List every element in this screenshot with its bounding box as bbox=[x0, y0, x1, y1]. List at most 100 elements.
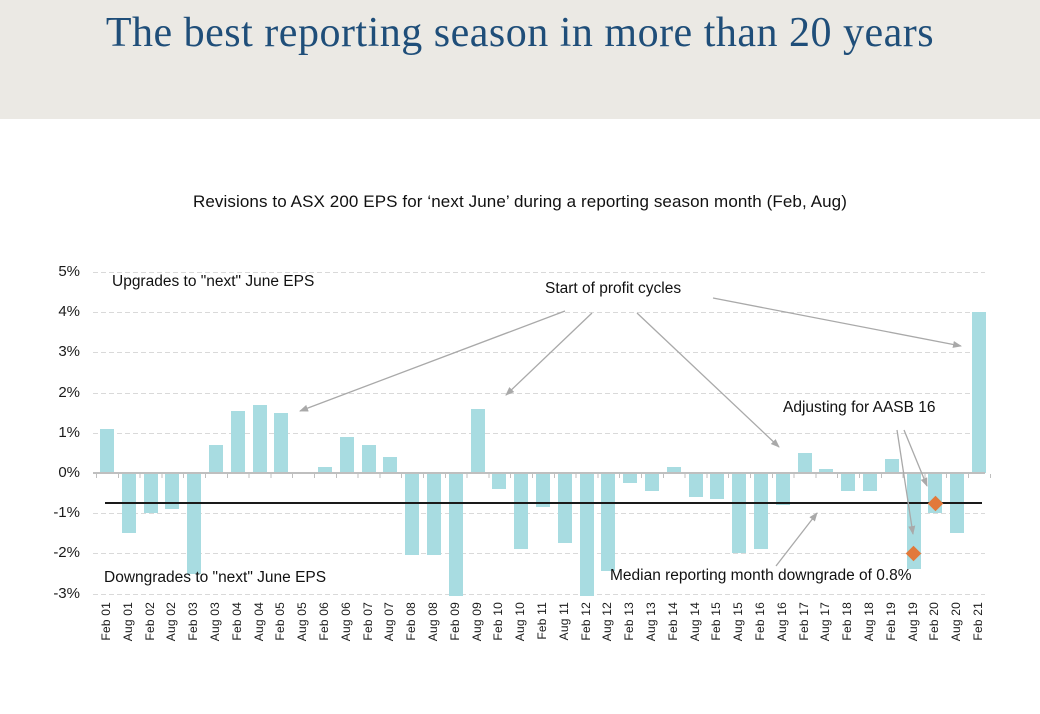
bar-feb-18 bbox=[841, 474, 856, 492]
annotation-arrow bbox=[636, 312, 780, 448]
bar-feb-04 bbox=[230, 410, 245, 473]
x-axis-label: Feb 04 bbox=[229, 602, 244, 641]
bar-aug-15 bbox=[732, 474, 747, 554]
annotation-profit-cycles: Start of profit cycles bbox=[545, 280, 682, 297]
bar-aug-08 bbox=[426, 474, 441, 556]
gridline--1% bbox=[93, 513, 985, 515]
x-axis-label: Feb 15 bbox=[709, 602, 724, 641]
x-axis-label: Feb 18 bbox=[840, 602, 855, 641]
bar-feb-08 bbox=[405, 474, 420, 556]
slide-title: The best reporting season in more than 2… bbox=[105, 10, 935, 56]
annotation-arrow bbox=[505, 312, 593, 396]
x-axis-label: Aug 04 bbox=[251, 602, 266, 642]
annotation-upgrades: Upgrades to "next" June EPS bbox=[112, 273, 315, 290]
x-axis-label: Aug 03 bbox=[207, 602, 222, 642]
bar-feb-21 bbox=[971, 312, 986, 473]
x-axis-label: Feb 06 bbox=[316, 602, 331, 641]
x-axis-label: Feb 08 bbox=[404, 602, 419, 641]
x-axis-label: Feb 12 bbox=[578, 602, 593, 641]
x-axis-label: Aug 07 bbox=[382, 602, 397, 642]
x-axis-ticks bbox=[96, 474, 991, 478]
bar-feb-12 bbox=[579, 474, 594, 596]
x-axis-label: Feb 05 bbox=[273, 602, 288, 641]
banner: The best reporting season in more than 2… bbox=[0, 0, 1040, 119]
y-axis-label: 3% bbox=[58, 343, 80, 361]
x-axis-label: Aug 12 bbox=[600, 602, 615, 642]
x-axis-label: Aug 18 bbox=[861, 602, 876, 642]
bar-feb-06 bbox=[317, 466, 332, 473]
x-axis-label: Feb 13 bbox=[622, 602, 637, 641]
y-axis-label: 4% bbox=[58, 303, 80, 321]
x-axis-label: Feb 09 bbox=[447, 602, 462, 641]
x-axis-label: Aug 10 bbox=[513, 602, 528, 642]
bar-aug-06 bbox=[339, 436, 354, 473]
bar-aug-17 bbox=[819, 468, 834, 473]
x-axis-label: Feb 21 bbox=[970, 602, 985, 641]
bar-aug-11 bbox=[557, 474, 572, 544]
bar-aug-12 bbox=[601, 474, 616, 572]
bar-aug-03 bbox=[208, 444, 223, 473]
x-axis-label: Feb 01 bbox=[98, 602, 113, 641]
x-axis-label: Aug 01 bbox=[120, 602, 135, 642]
bar-aug-18 bbox=[862, 474, 877, 492]
x-axis-label: Aug 13 bbox=[643, 602, 658, 642]
x-axis-label: Aug 19 bbox=[905, 602, 920, 642]
gridline--3% bbox=[93, 593, 985, 595]
gridline--2% bbox=[93, 553, 985, 555]
x-axis-label: Aug 05 bbox=[295, 602, 310, 642]
x-axis-label: Aug 15 bbox=[731, 602, 746, 642]
bar-feb-05 bbox=[274, 412, 289, 473]
y-axis-label: 2% bbox=[58, 383, 80, 401]
bar-feb-19 bbox=[884, 458, 899, 473]
bar-feb-13 bbox=[623, 474, 638, 484]
median-downgrade-line bbox=[105, 502, 982, 505]
annotation-arrow bbox=[775, 512, 818, 567]
bar-aug-07 bbox=[383, 456, 398, 473]
bar-feb-02 bbox=[143, 474, 158, 514]
y-axis-label: -1% bbox=[53, 504, 80, 522]
bar-feb-16 bbox=[753, 474, 768, 550]
chart-title: Revisions to ASX 200 EPS for ‘next June’… bbox=[192, 192, 848, 211]
y-axis-label: 0% bbox=[58, 464, 80, 481]
x-axis-label: Feb 17 bbox=[796, 602, 811, 641]
bar-feb-07 bbox=[361, 444, 376, 473]
x-axis-label: Feb 03 bbox=[186, 602, 201, 641]
bar-aug-02 bbox=[165, 474, 180, 510]
x-axis-label: Aug 16 bbox=[774, 602, 789, 642]
gridline-4% bbox=[93, 312, 985, 314]
bar-feb-03 bbox=[187, 474, 202, 574]
x-axis-label: Aug 17 bbox=[818, 602, 833, 642]
y-axis-label: 5% bbox=[58, 263, 80, 280]
x-axis-label: Feb 19 bbox=[883, 602, 898, 641]
x-axis-label: Feb 20 bbox=[927, 602, 942, 641]
x-axis-label: Aug 09 bbox=[469, 602, 484, 642]
x-axis-label: Aug 14 bbox=[687, 602, 702, 642]
bar-feb-11 bbox=[535, 474, 550, 508]
x-axis-label: Feb 14 bbox=[665, 602, 680, 641]
gridline-5% bbox=[93, 272, 985, 273]
y-axis-label: -2% bbox=[53, 544, 80, 562]
annotation-median: Median reporting month downgrade of 0.8% bbox=[610, 567, 912, 584]
gridline-1% bbox=[93, 432, 985, 434]
gridline-2% bbox=[93, 392, 985, 394]
bar-feb-09 bbox=[448, 474, 463, 596]
x-axis-label: Feb 07 bbox=[360, 602, 375, 641]
annotation-downgrades: Downgrades to "next" June EPS bbox=[104, 569, 327, 586]
bar-aug-14 bbox=[688, 474, 703, 498]
bar-feb-15 bbox=[710, 474, 725, 500]
bar-aug-16 bbox=[775, 474, 790, 506]
bar-aug-04 bbox=[252, 404, 267, 473]
x-axis-label: Aug 20 bbox=[949, 602, 964, 642]
bar-aug-13 bbox=[644, 474, 659, 492]
x-axis-line bbox=[93, 472, 985, 474]
bar-feb-17 bbox=[797, 452, 812, 473]
bar-feb-14 bbox=[666, 466, 681, 473]
bar-aug-09 bbox=[470, 408, 485, 473]
x-axis-label: Aug 08 bbox=[425, 602, 440, 642]
annotation-aasb16: Adjusting for AASB 16 bbox=[783, 399, 936, 416]
x-axis-label: Aug 02 bbox=[164, 602, 179, 642]
y-axis-label: -3% bbox=[53, 584, 80, 602]
x-axis-label: Feb 16 bbox=[752, 602, 767, 641]
